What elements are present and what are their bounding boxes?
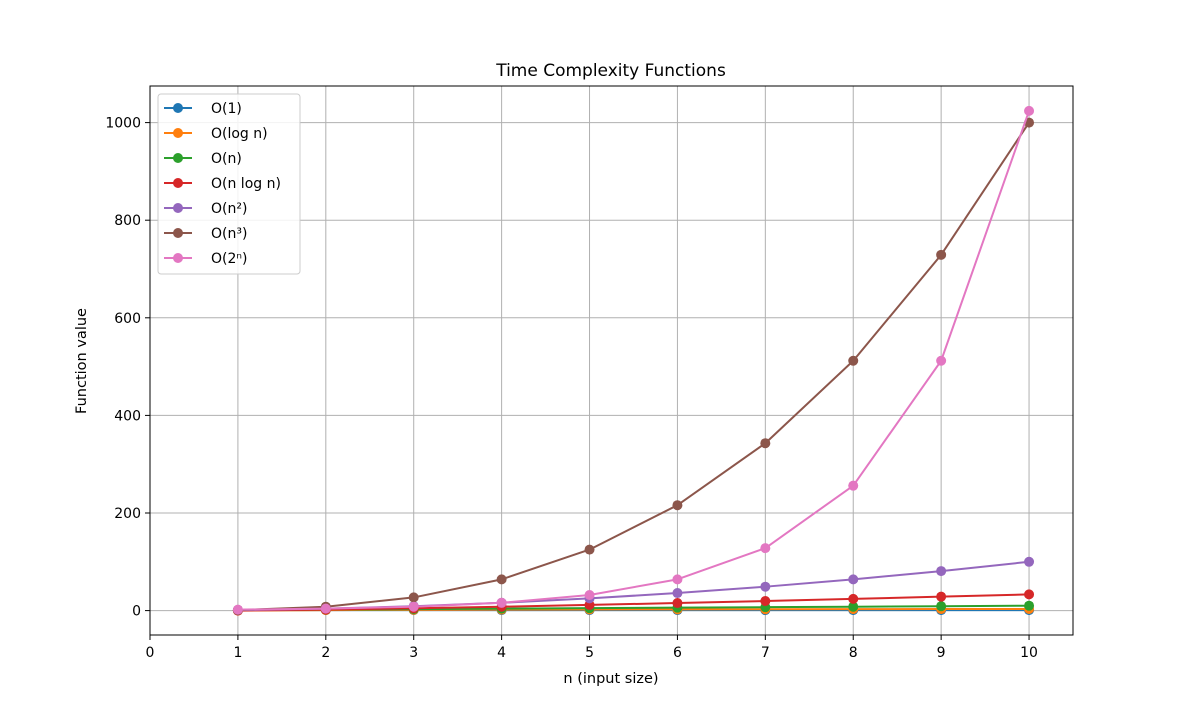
x-tick-label: 8 bbox=[849, 645, 858, 661]
series-line bbox=[237, 110, 1030, 611]
legend: O(1) O(log n) O(n) O(n log n) O(n²) O(n³) O(2ⁿ… bbox=[157, 93, 301, 275]
x-axis-label: n (input size) bbox=[563, 671, 658, 687]
data-point bbox=[672, 574, 683, 585]
y-tick-label: 200 bbox=[114, 506, 141, 522]
data-point bbox=[848, 574, 859, 585]
data-point bbox=[760, 438, 771, 449]
data-point bbox=[1024, 589, 1035, 600]
x-tick-label: 4 bbox=[497, 645, 506, 661]
data-point bbox=[936, 601, 947, 612]
series-line bbox=[237, 122, 1030, 612]
data-point bbox=[848, 480, 859, 491]
legend-entry-label: O(2ⁿ) bbox=[211, 251, 247, 267]
data-point bbox=[936, 591, 947, 602]
data-point bbox=[1024, 556, 1035, 567]
y-tick-label: 800 bbox=[114, 213, 141, 229]
legend-marker bbox=[173, 253, 183, 263]
x-tick-label: 1 bbox=[233, 645, 242, 661]
data-point bbox=[496, 574, 507, 585]
data-point bbox=[232, 604, 243, 615]
data-point bbox=[408, 592, 419, 603]
data-point bbox=[672, 598, 683, 609]
legend-marker bbox=[173, 178, 183, 188]
data-point bbox=[848, 355, 859, 366]
y-axis-label: Function value bbox=[74, 308, 90, 414]
data-point bbox=[584, 589, 595, 600]
legend-box bbox=[157, 93, 301, 275]
legend-marker bbox=[173, 228, 183, 238]
data-point bbox=[320, 603, 331, 614]
x-tick-label: 6 bbox=[673, 645, 682, 661]
y-tick-label: 1000 bbox=[105, 116, 141, 132]
series-line bbox=[237, 593, 1030, 612]
legend-marker bbox=[173, 103, 183, 113]
data-point bbox=[936, 355, 947, 366]
data-point bbox=[496, 597, 507, 608]
y-tick-label: 600 bbox=[114, 311, 141, 327]
x-tick-label: 5 bbox=[585, 645, 594, 661]
x-tick-label: 3 bbox=[409, 645, 418, 661]
chart-title: Time Complexity Functions bbox=[495, 61, 726, 81]
legend-marker bbox=[173, 153, 183, 163]
y-tick-label: 400 bbox=[114, 408, 141, 424]
legend-entry-label: O(n³) bbox=[211, 226, 247, 242]
data-point bbox=[848, 593, 859, 604]
data-point bbox=[408, 601, 419, 612]
legend-entry-label: O(1) bbox=[211, 101, 242, 117]
legend-marker bbox=[173, 203, 183, 213]
data-point bbox=[672, 500, 683, 511]
legend-marker bbox=[173, 128, 183, 138]
x-tick-label: 2 bbox=[321, 645, 330, 661]
legend-entry-label: O(log n) bbox=[211, 126, 268, 142]
legend-entry-label: O(n) bbox=[211, 151, 242, 167]
data-point bbox=[936, 249, 947, 260]
data-point bbox=[760, 543, 771, 554]
plot-frame bbox=[149, 85, 1074, 636]
legend-entry-label: O(n²) bbox=[211, 201, 247, 217]
data-point bbox=[936, 566, 947, 577]
data-point bbox=[760, 596, 771, 607]
data-point bbox=[848, 601, 859, 612]
axes-ticks: 0 1 2 3 4 5 6 7 8 9 10 0 200 400 600 800 1000 bbox=[105, 116, 1038, 661]
x-tick-label: 9 bbox=[937, 645, 946, 661]
x-tick-label: 0 bbox=[146, 645, 155, 661]
data-point bbox=[760, 581, 771, 592]
legend-entry-label: O(n log n) bbox=[211, 176, 281, 192]
data-point bbox=[672, 588, 683, 599]
y-tick-label: 0 bbox=[132, 604, 141, 620]
data-point bbox=[584, 544, 595, 555]
x-tick-label: 10 bbox=[1020, 645, 1038, 661]
x-tick-label: 7 bbox=[761, 645, 770, 661]
data-point bbox=[1024, 105, 1035, 116]
data-point bbox=[1024, 600, 1035, 611]
series-lines bbox=[232, 105, 1035, 616]
